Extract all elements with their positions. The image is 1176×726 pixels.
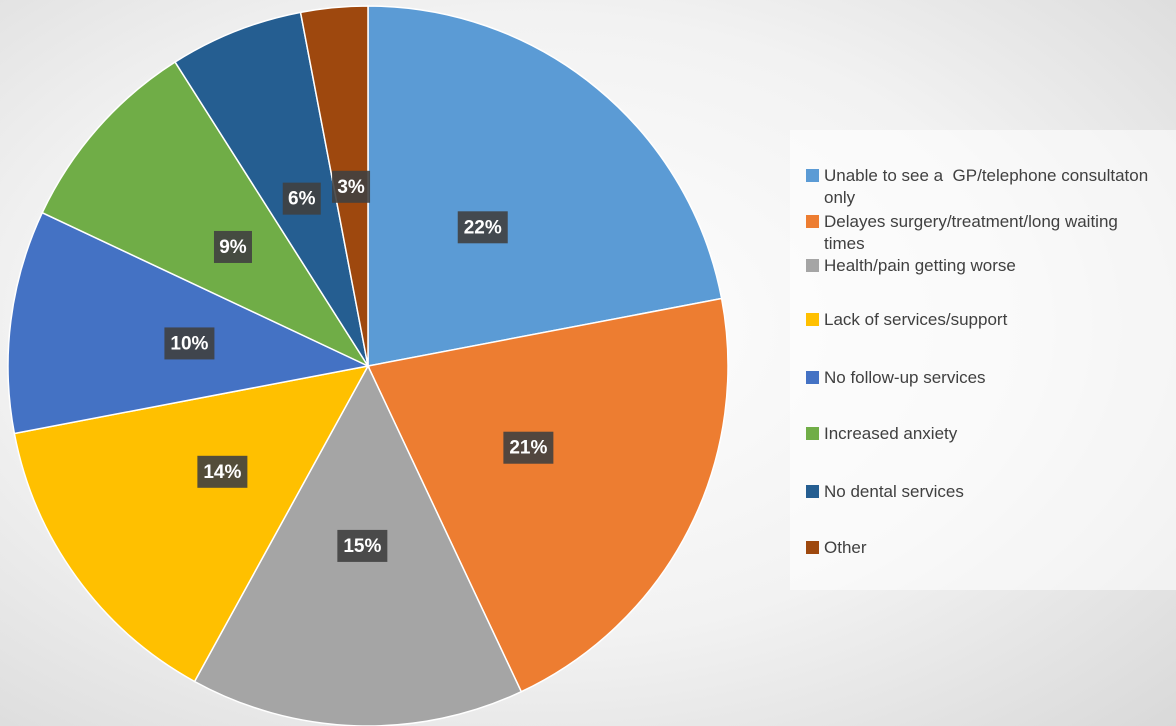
legend-swatch: [806, 371, 819, 384]
legend-entry: Other: [806, 537, 1156, 559]
pie-slice: [7, 211, 371, 435]
legend-label: Health/pain getting worse: [824, 256, 1016, 275]
legend-label: Delayes surgery/treatment/long waiting t…: [824, 212, 1123, 253]
data-label-text: 15%: [343, 536, 381, 557]
legend-swatch: [806, 485, 819, 498]
pie-slice: [367, 5, 723, 367]
data-label: 21%: [503, 431, 554, 464]
data-label-text: 6%: [288, 189, 316, 210]
legend-label: No dental services: [824, 482, 964, 501]
label-box: [503, 431, 554, 464]
legend-swatch: [806, 427, 819, 440]
label-box: [337, 529, 388, 562]
legend-label: Other: [824, 538, 867, 557]
data-label-text: 14%: [203, 462, 241, 483]
label-box: [197, 455, 248, 488]
data-label-text: 3%: [337, 177, 365, 198]
legend-entry: Delayes surgery/treatment/long waiting t…: [806, 211, 1156, 255]
legend-entry: No follow-up services: [806, 367, 1156, 389]
data-label: 14%: [197, 455, 248, 488]
label-box: [457, 211, 508, 244]
legend-label: Unable to see a GP/telephone consultaton…: [824, 166, 1153, 207]
pie-slice: [13, 364, 370, 683]
legend-entry: Increased anxiety: [806, 423, 1156, 445]
label-box: [282, 182, 321, 215]
pie-slice: [366, 297, 729, 693]
data-label: 9%: [213, 230, 252, 263]
data-label: 6%: [282, 182, 321, 215]
data-label: 15%: [337, 529, 388, 562]
legend-label: Increased anxiety: [824, 424, 958, 443]
data-label: 10%: [164, 327, 215, 360]
data-label-text: 9%: [219, 237, 247, 258]
legend-entry: Lack of services/support: [806, 309, 1156, 331]
data-label-text: 10%: [170, 333, 208, 354]
legend-swatch: [806, 215, 819, 228]
data-label: 22%: [457, 211, 508, 244]
legend-label: Lack of services/support: [824, 310, 1008, 329]
data-label-text: 22%: [464, 217, 502, 238]
data-label-text: 21%: [509, 438, 547, 459]
legend-swatch: [806, 259, 819, 272]
pie-slice: [41, 61, 371, 368]
label-box: [213, 230, 252, 263]
legend-swatch: [806, 541, 819, 554]
legend: Unable to see a GP/telephone consultaton…: [790, 130, 1176, 590]
data-label: 3%: [332, 170, 371, 203]
legend-entry: Unable to see a GP/telephone consultaton…: [806, 165, 1156, 209]
legend-label: No follow-up services: [824, 368, 986, 387]
label-box: [164, 327, 215, 360]
legend-entry: No dental services: [806, 481, 1156, 503]
legend-swatch: [806, 169, 819, 182]
legend-entry: Health/pain getting worse: [806, 255, 1156, 277]
pie-slice: [174, 11, 369, 367]
legend-swatch: [806, 313, 819, 326]
label-box: [332, 170, 371, 203]
